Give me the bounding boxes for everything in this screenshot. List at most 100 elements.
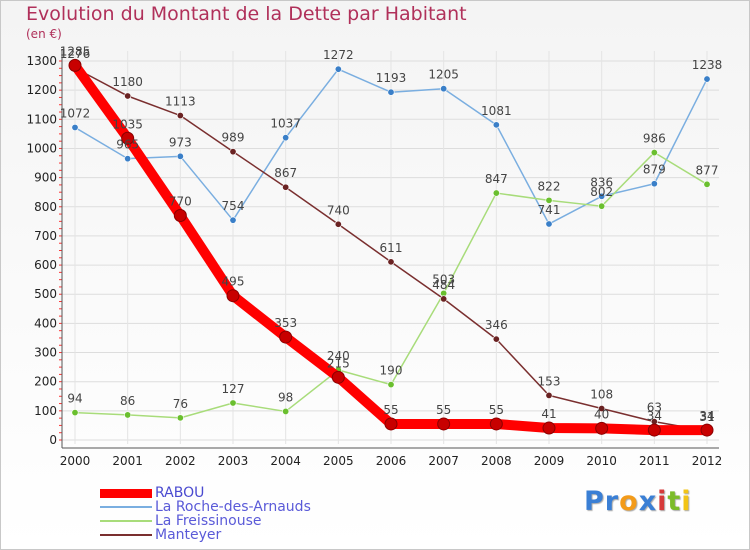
series-point xyxy=(437,417,451,431)
series-point xyxy=(650,180,658,188)
data-label: 484 xyxy=(432,278,455,292)
series-point xyxy=(440,295,448,303)
logo-letter: i xyxy=(657,486,668,517)
y-tick-label: 900 xyxy=(34,171,57,185)
x-tick-label: 2008 xyxy=(481,454,512,468)
series-point xyxy=(176,152,184,160)
logo-letter: P xyxy=(584,486,605,517)
data-label: 495 xyxy=(222,275,245,289)
data-label: 1205 xyxy=(428,68,459,82)
series-point xyxy=(282,134,290,142)
data-label: 55 xyxy=(489,403,504,417)
x-tick-label: 2000 xyxy=(60,454,91,468)
series-point xyxy=(492,335,500,343)
x-tick-label: 2011 xyxy=(639,454,670,468)
x-tick-label: 2002 xyxy=(165,454,196,468)
proxiti-logo: Proxiti xyxy=(584,486,692,517)
data-label: 1238 xyxy=(692,58,723,72)
data-label: 1276 xyxy=(60,47,91,61)
data-label: 240 xyxy=(327,349,350,363)
series-point xyxy=(331,370,345,384)
x-tick-label: 2009 xyxy=(534,454,565,468)
series-point xyxy=(703,180,711,188)
data-label: 822 xyxy=(538,179,561,193)
data-label: 41 xyxy=(541,407,556,421)
y-tick-label: 1200 xyxy=(26,83,57,97)
series-point xyxy=(387,381,395,389)
data-label: 741 xyxy=(538,203,561,217)
series-point xyxy=(71,123,79,131)
logo-letter: i xyxy=(681,486,692,517)
series-point xyxy=(595,421,609,435)
x-tick-label: 2003 xyxy=(218,454,249,468)
series-layer xyxy=(68,58,714,437)
series-point xyxy=(440,85,448,93)
y-tick-label: 100 xyxy=(34,404,57,418)
series-point xyxy=(282,407,290,415)
legend-label: La Roche-des-Arnauds xyxy=(155,499,311,515)
data-label: 1035 xyxy=(112,117,143,131)
x-tick-label: 2012 xyxy=(692,454,723,468)
data-label: 153 xyxy=(538,374,561,388)
series-point xyxy=(387,258,395,266)
data-label: 1285 xyxy=(60,44,91,58)
data-label: 877 xyxy=(696,163,719,177)
data-label: 31 xyxy=(699,410,714,424)
data-label: 215 xyxy=(327,356,350,370)
data-label: 98 xyxy=(278,390,293,404)
series-point xyxy=(492,189,500,197)
series-point xyxy=(703,75,711,83)
data-label: 1272 xyxy=(323,48,354,62)
y-tick-label: 700 xyxy=(34,229,57,243)
data-label: 986 xyxy=(643,132,666,146)
y-tick-label: 0 xyxy=(49,433,57,447)
series-point xyxy=(282,183,290,191)
logo-letter: t xyxy=(667,486,682,517)
series-point xyxy=(279,330,293,344)
series-point xyxy=(598,192,606,200)
y-tick-label: 1100 xyxy=(26,112,57,126)
legend-swatch xyxy=(100,534,152,536)
data-label: 1081 xyxy=(481,104,512,118)
data-label: 503 xyxy=(432,272,455,286)
series-point xyxy=(387,88,395,96)
y-tick-label: 300 xyxy=(34,346,57,360)
series-point xyxy=(121,131,135,145)
series-point xyxy=(334,220,342,228)
data-label: 965 xyxy=(116,138,139,152)
data-label: 1180 xyxy=(112,75,143,89)
series-point xyxy=(68,58,82,72)
series-point xyxy=(176,112,184,120)
logo-letter: r xyxy=(604,486,620,517)
y-tick-label: 800 xyxy=(34,200,57,214)
x-tick-label: 2004 xyxy=(270,454,301,468)
data-label: 76 xyxy=(173,397,188,411)
legend-swatch xyxy=(100,506,152,508)
legend-label: RABOU xyxy=(155,485,205,501)
series-point xyxy=(700,423,714,437)
data-label: 127 xyxy=(222,382,245,396)
data-label: 867 xyxy=(274,166,297,180)
series-point xyxy=(545,391,553,399)
data-label: 94 xyxy=(67,392,82,406)
data-label: 1113 xyxy=(165,95,196,109)
data-label: 190 xyxy=(380,364,403,378)
series-point xyxy=(489,417,503,431)
logo-letter: x xyxy=(638,486,658,517)
series-point xyxy=(173,209,187,223)
x-tick-label: 2001 xyxy=(112,454,143,468)
data-label: 611 xyxy=(380,241,403,255)
data-label: 1072 xyxy=(60,106,91,120)
legend-swatch xyxy=(100,520,152,522)
y-tick-label: 1000 xyxy=(26,141,57,155)
series-point xyxy=(542,421,556,435)
x-tick-label: 2005 xyxy=(323,454,354,468)
series-point xyxy=(545,220,553,228)
legend-label: La Freissinouse xyxy=(155,513,262,529)
series-point xyxy=(226,289,240,303)
logo-letter: o xyxy=(619,486,639,517)
data-label: 989 xyxy=(222,131,245,145)
series-point xyxy=(176,414,184,422)
